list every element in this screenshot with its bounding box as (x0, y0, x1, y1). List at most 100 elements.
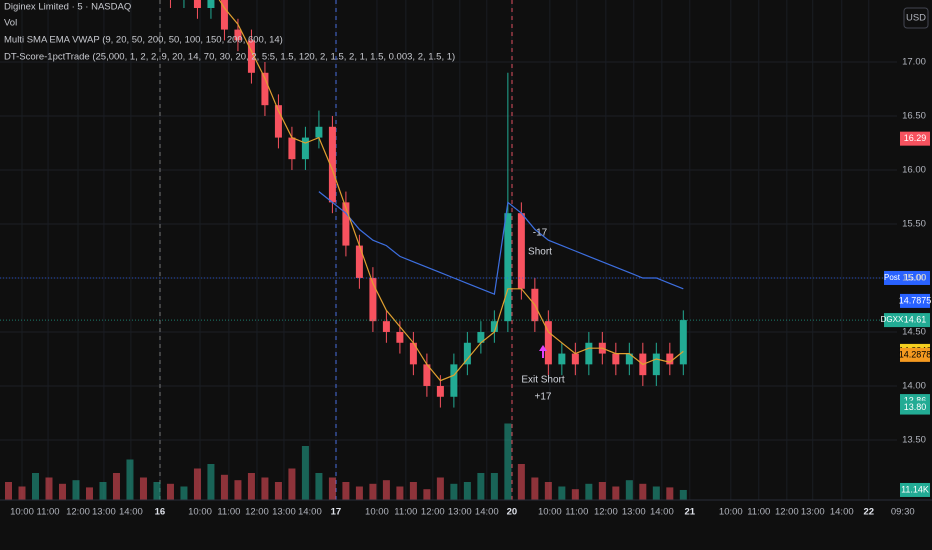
x-tick-label: 17 (331, 507, 342, 518)
volume-bar (315, 473, 323, 500)
annotation: -17 (533, 228, 548, 239)
volume-bar (585, 483, 593, 500)
y-tick-label: 15.00 (902, 272, 926, 283)
x-tick-label: 16 (155, 507, 166, 518)
candle-body (625, 353, 633, 365)
price-badge-label: 13.86 (904, 395, 927, 405)
y-tick-label: 17.00 (902, 57, 926, 68)
price-badge-label: 16.29 (904, 133, 927, 143)
candle-body (274, 105, 282, 138)
x-tick-label: 12:00 (245, 507, 269, 518)
volume-bar (382, 480, 390, 500)
candle-body (652, 353, 660, 376)
volume-bar (558, 486, 566, 500)
volume-bar (18, 486, 26, 500)
price-badge-name-box (884, 270, 900, 285)
candle-body (490, 321, 498, 332)
volume-bar (342, 482, 350, 500)
volume-bar (639, 483, 647, 500)
price-badge (900, 400, 930, 415)
x-tick-label: 11:00 (747, 507, 770, 518)
volume-bar (207, 464, 215, 500)
y-tick-label: 16.00 (902, 164, 926, 175)
x-tick-label: 10:00 (365, 507, 389, 518)
volume-bar (58, 483, 66, 500)
price-badge-label: 14.2878 (899, 349, 932, 359)
candle-body (463, 342, 471, 365)
volume-bar (679, 489, 687, 500)
x-tick-label: 10:00 (10, 507, 34, 518)
candle-body (571, 353, 579, 365)
candle-body (220, 0, 228, 30)
x-tick-label: 21 (685, 507, 696, 518)
x-tick-label: 10:00 (538, 507, 562, 518)
price-badge (900, 131, 930, 146)
currency[interactable]: USD (906, 13, 926, 24)
candle-body (193, 0, 201, 8)
candle-body (666, 353, 674, 365)
volume-bar (625, 480, 633, 500)
volume-bar (99, 482, 107, 500)
x-tick-label: 13:00 (448, 507, 472, 518)
x-tick-label: 13:00 (622, 507, 646, 518)
y-tick-label: 14.00 (902, 380, 926, 391)
x-tick-label: 12:00 (594, 507, 618, 518)
x-tick-label: 09:30 (891, 507, 915, 518)
volume-bar (477, 473, 485, 500)
volume-bar (72, 480, 80, 500)
volume-bar (193, 468, 201, 500)
price-badge (900, 293, 930, 308)
price-badge-name: Post (884, 273, 901, 282)
y-tick-label: 15.50 (902, 218, 926, 229)
price-badge-label: 13.80 (904, 402, 927, 412)
volume-bar (45, 477, 53, 500)
volume-bar (436, 477, 444, 500)
candle-body (450, 364, 458, 397)
candle-body (544, 321, 552, 365)
candle-body (558, 353, 566, 365)
volume-bar (274, 482, 282, 500)
volume-bar (517, 464, 525, 500)
indicator-name[interactable]: Vol (4, 18, 17, 29)
price-badge-name-box (884, 313, 900, 328)
plot (5, 0, 687, 500)
price-badge-label: 14.7875 (899, 295, 932, 305)
candle-body (409, 342, 417, 365)
candle-body (207, 0, 215, 8)
x-tick-label: 14:00 (119, 507, 143, 518)
volume-bar (5, 482, 13, 500)
candle-body (396, 331, 404, 343)
candle-body (247, 40, 255, 73)
annotation: Exit Short (521, 375, 565, 386)
indicator-name[interactable]: Multi SMA EMA VWAP (9, 20, 50, 200, 50, … (4, 35, 283, 46)
candle-body (288, 137, 296, 160)
candle-body (234, 29, 242, 41)
volume-bar (571, 489, 579, 500)
x-tick-label: 10:00 (188, 507, 212, 518)
x-tick-label: 14:00 (475, 507, 499, 518)
volume-bar (355, 486, 363, 500)
overlay: 16.2915.00Post14.787514.61DGXX14.324614.… (0, 131, 932, 415)
volume-bar (247, 473, 255, 500)
volume-bar (234, 480, 242, 500)
x-tick-label: 11:00 (37, 507, 60, 518)
candle-body (423, 364, 431, 386)
price-axis (897, 0, 932, 500)
x-tick-label: 11:00 (394, 507, 417, 518)
price-badge (900, 347, 930, 362)
volume-bar (153, 482, 161, 500)
indicator-name[interactable]: DT-Score-1pctTrade (25,000, 1, 2, 2, 9, … (4, 52, 455, 63)
annotation: +17 (535, 392, 552, 403)
currency-box[interactable] (903, 7, 929, 29)
volume-bar (328, 477, 336, 500)
x-tick-label: 14:00 (830, 507, 854, 518)
x-tick-label: 13:00 (801, 507, 825, 518)
candle-body (315, 126, 323, 138)
candle-body (436, 385, 444, 397)
volume-bar (490, 473, 498, 500)
volume-bar (220, 474, 228, 500)
x-tick-label: 12:00 (66, 507, 90, 518)
candle-body (517, 213, 525, 289)
